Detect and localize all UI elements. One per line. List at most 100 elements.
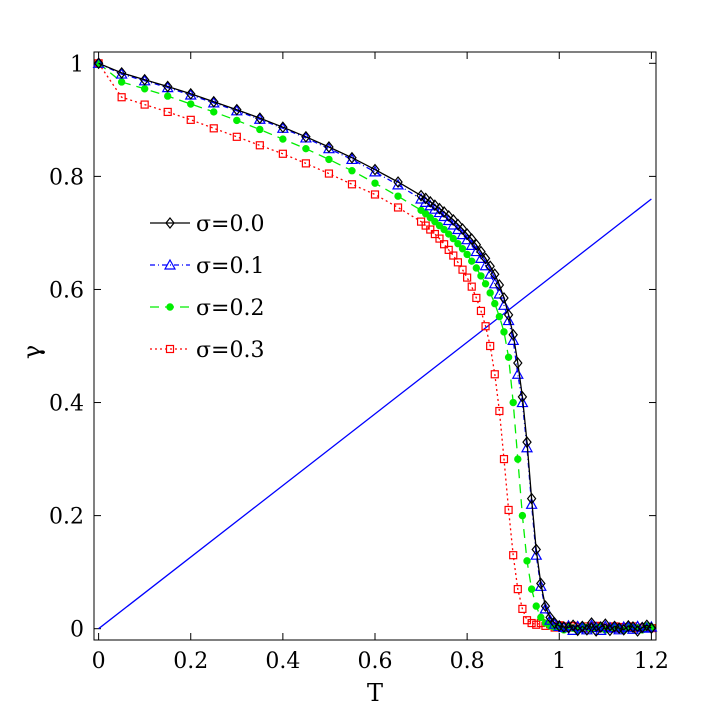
data-point [485,260,495,273]
data-point [415,192,428,204]
data-point [522,616,532,625]
data-point [503,308,514,321]
data-point [549,617,560,629]
series-line [98,62,652,629]
data-point [500,328,508,336]
data-point [420,192,431,205]
data-point [255,141,264,150]
y-tick-label: 0.2 [49,505,84,530]
y-tick-label: 0.4 [49,392,84,417]
data-point [278,121,288,134]
data-point [467,282,476,291]
data-point [324,141,334,153]
data-point [430,229,439,239]
data-point [347,180,357,189]
y-tick-label: 0.8 [49,165,84,190]
data-point [532,602,540,610]
data-point [93,57,104,70]
data-point [433,206,446,218]
data-point [499,454,509,464]
data-point [466,233,477,246]
data-point [209,124,218,133]
data-point [255,112,265,125]
legend-label: σ=0.3 [196,338,264,363]
data-point [445,230,453,238]
legend-label: σ=0.2 [196,296,264,321]
y-axis-label: γ [18,345,46,359]
data-point [504,505,513,515]
legend-label: σ=0.0 [196,212,264,237]
data-point [279,135,287,143]
data-point [582,623,592,636]
data-point [545,611,555,624]
data-point [347,151,357,164]
data-point [472,264,481,272]
data-point [509,551,518,560]
data-point [435,234,444,243]
data-point [232,132,241,141]
data-point [185,87,196,100]
data-point [394,192,402,200]
data-point [435,221,444,230]
data-point [637,621,647,634]
data-point [531,543,541,556]
x-tick-label: 0.2 [173,649,208,674]
data-point [456,228,469,240]
data-point [438,210,451,222]
x-tick-label: 0 [92,649,106,674]
data-point [537,613,545,622]
data-point [495,406,504,416]
data-point [646,622,657,635]
data-point [520,441,534,453]
data-point [522,436,532,449]
data-point [523,557,531,565]
data-point [454,239,462,248]
axis-ticks: 0 0.2 0.4 0.6 0.8 1 1.2 0 0.2 0.4 0.6 0.8 1 [49,52,669,674]
data-point [278,149,287,158]
data-point [430,199,440,212]
data-point [426,225,435,234]
data-point [516,396,529,408]
data-point [416,189,426,202]
data-point [481,280,490,288]
y-tick-label: 0.6 [49,278,84,303]
data-point [140,85,149,93]
data-point [164,92,172,100]
data-point [449,251,458,260]
data-point [463,250,471,259]
data-point [116,66,127,79]
data-point [540,600,551,613]
data-point [628,621,638,633]
data-point [502,314,515,326]
data-point [486,289,494,297]
data-point [439,240,449,249]
data-point [461,233,474,245]
data-point [518,604,527,614]
data-point [465,239,478,250]
legend-marker [165,344,175,354]
data-point [484,267,497,279]
data-point [440,225,448,234]
data-point [490,268,500,281]
data-point [419,196,432,207]
x-tick-label: 0.8 [450,649,485,674]
data-point [117,78,126,86]
data-point [477,272,485,280]
data-point [513,357,523,369]
data-point [434,202,445,215]
data-point [301,130,311,143]
data-point [370,163,380,176]
data-point [527,585,536,593]
data-point [428,202,441,214]
data-point [527,618,536,628]
data-point [370,190,380,199]
data-point [463,273,472,282]
reference-line [98,198,652,630]
data-point [426,213,434,222]
data-point [443,210,454,222]
data-point [162,80,173,93]
data-point [425,195,436,208]
data-point [468,257,476,265]
data-point [472,293,481,303]
